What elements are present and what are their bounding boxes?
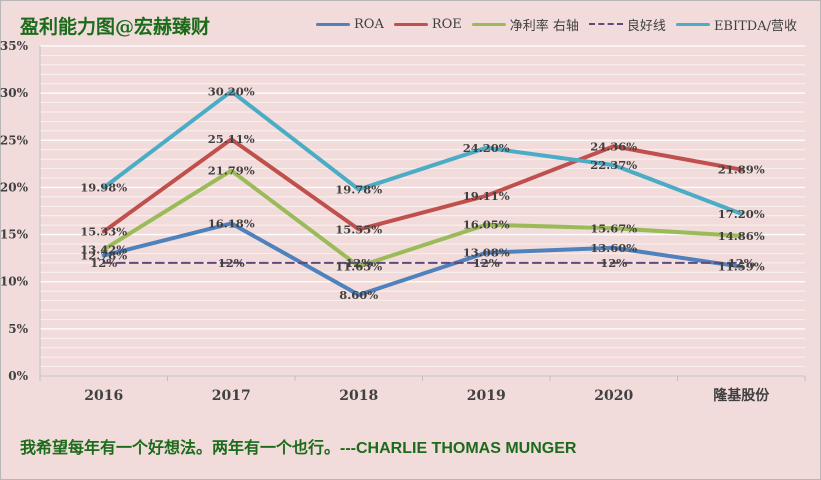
data-label-2: 13.42%: [80, 242, 127, 256]
y-tick-label: 25%: [0, 133, 29, 147]
data-label-1: 21.89%: [718, 163, 765, 177]
data-label-0: 16.18%: [208, 216, 255, 230]
series-line-2: [101, 168, 744, 269]
data-label-0: 13.08%: [463, 246, 510, 260]
series-line-4: [101, 89, 744, 216]
y-tick-label: 15%: [0, 228, 29, 242]
x-tick-label: 2020: [594, 388, 633, 404]
legend-swatch-net-margin: [471, 22, 506, 26]
legend-item-roa: ROA: [316, 17, 384, 32]
series-line-0: [101, 221, 744, 297]
data-label-2: 21.79%: [208, 164, 255, 178]
legend-label-roa: ROA: [354, 16, 384, 32]
legend-item-good-line: 良好线: [588, 15, 666, 34]
data-label-1: 15.55%: [335, 222, 382, 236]
x-tick-label: 2018: [339, 388, 378, 404]
quote-author: ---CHARLIE THOMAS MUNGER: [340, 440, 577, 457]
data-label-3: 12%: [218, 256, 245, 270]
data-label-4: 19.98%: [80, 181, 127, 195]
data-label-3: 12%: [90, 256, 117, 270]
data-label-0: 11.59%: [718, 260, 765, 274]
legend-label-roe: ROE: [431, 16, 462, 32]
chart-title: 盈利能力图@宏赫臻财: [20, 16, 211, 38]
data-label-4: 22.37%: [590, 158, 637, 172]
legend-swatch-good-line: [588, 23, 623, 25]
data-label-1: 15.33%: [80, 224, 127, 238]
x-tick-label: 2016: [84, 388, 123, 404]
data-label-4: 30.20%: [208, 84, 255, 98]
y-tick-label: 10%: [0, 275, 29, 289]
quote-chinese: 我希望每年有一个好想法。两年有一个也行。: [20, 438, 341, 457]
x-tick-label: 隆基股份: [713, 387, 770, 404]
data-label-2: 16.05%: [463, 218, 510, 232]
legend-swatch-ebitda: [675, 22, 710, 26]
data-label-1: 25.11%: [208, 132, 255, 146]
y-tick-label: 30%: [0, 86, 29, 100]
data-label-3: 12%: [728, 256, 755, 270]
legend-swatch-roa: [316, 22, 350, 26]
legend-swatch-roe: [393, 22, 428, 26]
y-tick-label: 20%: [0, 180, 29, 194]
data-label-1: 19.11%: [463, 189, 510, 203]
data-label-3: 12%: [345, 256, 372, 270]
data-label-2: 15.67%: [590, 221, 637, 235]
legend-label-net-margin: 净利率 右轴: [509, 18, 579, 34]
legend: ROA ROE 净利率 右轴 良好线 EBITDA/营收: [316, 14, 807, 34]
munger-quote: 我希望每年有一个好想法。两年有一个也行。---CHARLIE THOMAS MU…: [20, 434, 576, 458]
data-label-1: 24.36%: [590, 139, 637, 153]
legend-item-net-margin: 净利率 右轴: [471, 15, 579, 34]
legend-label-ebitda: EBITDA/营收: [713, 18, 797, 34]
legend-item-ebitda: EBITDA/营收: [675, 15, 797, 34]
legend-label-good-line: 良好线: [626, 18, 666, 34]
data-label-2: 14.86%: [718, 229, 765, 243]
data-label-0: 8.60%: [339, 288, 378, 302]
y-tick-label: 35%: [0, 39, 29, 53]
y-tick-label: 0%: [8, 369, 28, 383]
y-tick-label: 5%: [8, 322, 28, 336]
data-label-4: 19.78%: [335, 183, 382, 197]
data-label-0: 12.78%: [80, 249, 127, 263]
data-label-3: 12%: [600, 256, 627, 270]
data-label-2: 11.63%: [335, 259, 382, 273]
series-line-1: [101, 137, 744, 234]
data-label-4: 24.20%: [463, 141, 510, 155]
x-tick-label: 2017: [212, 388, 251, 404]
legend-item-roe: ROE: [393, 16, 462, 32]
data-label-3: 12%: [473, 256, 500, 270]
data-label-0: 13.60%: [590, 241, 637, 255]
data-label-4: 17.20%: [718, 207, 765, 221]
x-tick-label: 2019: [467, 388, 506, 404]
